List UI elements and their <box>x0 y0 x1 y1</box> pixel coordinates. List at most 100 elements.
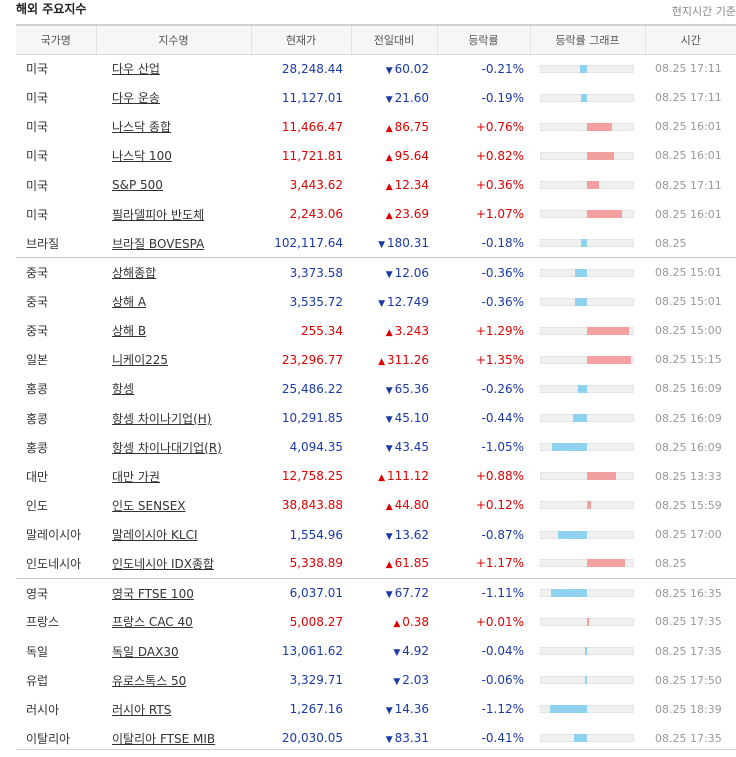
index-name-link[interactable]: 인도네시아 IDX종합 <box>112 556 215 571</box>
index-name-link[interactable]: 나스닥 종합 <box>112 120 172 135</box>
arrow-down-icon: ▼ <box>385 735 393 746</box>
change-cell: ▼ 12.749 <box>351 287 437 316</box>
change-rate-cell: -0.26% <box>481 381 524 396</box>
index-name-link[interactable]: 나스닥 100 <box>112 149 172 164</box>
change-cell: ▼ 21.60 <box>351 83 437 112</box>
index-name-link[interactable]: 유로스톡스 50 <box>112 673 187 688</box>
index-name-cell: 나스닥 100 <box>96 141 251 170</box>
change-cell: ▲ 61.85 <box>351 549 437 578</box>
index-name-link[interactable]: 영국 FTSE 100 <box>112 586 194 601</box>
index-name-link[interactable]: 말레이시아 KLCI <box>112 528 198 543</box>
change-cell: ▼ 13.62 <box>351 520 437 549</box>
index-name-link[interactable]: 상해 B <box>112 324 147 339</box>
price-cell: 38,843.88 <box>281 498 343 513</box>
change-cell: ▼ 83.31 <box>351 724 437 753</box>
table-row: 유럽 유로스톡스 50 3,329.71 ▼ 2.03 -0.06% 08.25 17:50 <box>16 666 736 695</box>
world-indices-table: 국가명 지수명 현재가 전일대비 등락률 등락률 그래프 시간 미국 다우 산업 2… <box>16 24 736 753</box>
price-cell: 5,008.27 <box>289 614 343 629</box>
table-row: 말레이시아 말레이시아 KLCI 1,554.96 ▼ 13.62 -0.87% 08.25… <box>16 520 736 549</box>
index-name-cell: 인도네시아 IDX종합 <box>96 549 251 578</box>
index-name-link[interactable]: 인도 SENSEX <box>112 498 186 513</box>
index-name-link[interactable]: 항셍 <box>112 382 135 397</box>
rate-bar <box>540 589 634 598</box>
index-name-link[interactable]: 상해종합 <box>112 266 157 281</box>
rate-graph-cell <box>530 549 645 578</box>
index-name-link[interactable]: 다우 운송 <box>112 91 160 106</box>
index-name-link[interactable]: 러시아 RTS <box>112 702 172 717</box>
country-cell: 홍콩 <box>26 440 49 455</box>
index-name-cell: 이탈리아 FTSE MIB <box>96 724 251 753</box>
time-cell: 08.25 16:01 <box>655 207 722 221</box>
index-name-link[interactable]: 독일 DAX30 <box>112 644 179 659</box>
table-row: 러시아 러시아 RTS 1,267.16 ▼ 14.36 -1.12% 08.25 18:3… <box>16 695 736 724</box>
index-name-link[interactable]: 항셍 차이나대기업(R) <box>112 440 222 455</box>
table-row: 영국 영국 FTSE 100 6,037.01 ▼ 67.72 -1.11% 08.25 1… <box>16 577 736 608</box>
price-cell: 5,338.89 <box>289 556 343 571</box>
time-cell: 08.25 <box>655 556 687 570</box>
arrow-up-icon: ▲ <box>393 618 401 629</box>
time-cell: 08.25 17:35 <box>655 644 722 658</box>
index-name-link[interactable]: 대만 가권 <box>112 469 160 484</box>
rate-bar <box>540 676 634 685</box>
index-name-link[interactable]: 다우 산업 <box>112 62 160 77</box>
price-cell: 3,535.72 <box>289 294 343 309</box>
index-name-link[interactable]: 상해 A <box>112 295 147 310</box>
rate-graph-cell <box>530 141 645 170</box>
price-cell: 255.34 <box>301 323 343 338</box>
time-cell: 08.25 13:33 <box>655 469 722 483</box>
country-cell: 미국 <box>26 120 49 135</box>
table-row: 미국 나스닥 100 11,721.81 ▲ 95.64 +0.82% 08.25 16:0… <box>16 141 736 170</box>
table-row: 대만 대만 가권 12,758.25 ▲ 111.12 +0.88% 08.25 13:33 <box>16 462 736 491</box>
country-cell: 중국 <box>16 257 96 287</box>
country-cell: 유럽 <box>26 673 49 688</box>
arrow-down-icon: ▼ <box>393 677 401 688</box>
change-value: 2.03 <box>402 673 429 688</box>
change-cell: ▲ 44.80 <box>351 491 437 520</box>
table-row: 중국 상해종합 3,373.58 ▼ 12.06 -0.36% 08.25 15:01 <box>16 257 736 287</box>
table-header-row: 국가명 지수명 현재가 전일대비 등락률 등락률 그래프 시간 <box>16 24 736 55</box>
index-name-link[interactable]: 니케이225 <box>112 353 169 368</box>
index-name-link[interactable]: S&P 500 <box>112 178 163 193</box>
change-value: 13.62 <box>394 527 429 542</box>
rate-graph-cell <box>530 345 645 374</box>
rate-bar-fill <box>585 647 587 656</box>
price-cell: 3,373.58 <box>251 257 351 287</box>
rate-bar <box>540 93 634 102</box>
index-name-link[interactable]: 프랑스 CAC 40 <box>112 615 193 630</box>
change-value: 180.31 <box>387 236 429 251</box>
index-name-link[interactable]: 필라델피아 반도체 <box>112 207 205 222</box>
arrow-down-icon: ▼ <box>385 706 393 717</box>
change-value: 21.60 <box>394 90 429 105</box>
rate-bar <box>540 297 634 306</box>
time-cell: 08.25 16:01 <box>655 149 722 163</box>
index-name-link[interactable]: 이탈리아 FTSE MIB <box>112 731 216 746</box>
rate-bar-fill <box>587 326 629 335</box>
arrow-up-icon: ▲ <box>378 473 385 484</box>
rate-bar <box>540 705 634 714</box>
table-row: 인도네시아 인도네시아 IDX종합 5,338.89 ▲ 61.85 +1.17% 08.2… <box>16 549 736 578</box>
change-rate-cell: -0.44% <box>481 411 524 426</box>
price-cell: 1,554.96 <box>289 527 343 542</box>
rate-bar-fill <box>581 93 587 102</box>
time-cell: 08.25 16:01 <box>655 120 722 134</box>
change-value: 3.243 <box>394 323 429 338</box>
price-cell: 12,758.25 <box>281 469 343 484</box>
index-name-link[interactable]: 브라질 BOVESPA <box>112 236 205 251</box>
rate-graph-cell <box>530 374 645 403</box>
country-cell: 홍콩 <box>26 411 49 426</box>
price-cell: 11,721.81 <box>281 148 343 163</box>
col-header-rate-graph: 등락률 그래프 <box>529 24 645 55</box>
index-name-link[interactable]: 항셍 차이나기업(H) <box>112 411 212 426</box>
country-cell: 러시아 <box>26 702 60 717</box>
rate-graph-cell <box>530 695 645 724</box>
change-cell: ▲ 95.64 <box>351 141 437 170</box>
change-cell: ▼ 180.31 <box>351 229 437 258</box>
change-value: 60.02 <box>394 61 429 76</box>
time-cell: 08.25 <box>655 236 687 250</box>
table-row: 인도 인도 SENSEX 38,843.88 ▲ 44.80 +0.12% 08.25 15… <box>16 491 736 520</box>
change-cell: ▲ 111.12 <box>351 462 437 491</box>
rate-bar <box>540 181 634 190</box>
rate-bar <box>540 443 634 452</box>
price-cell: 20,030.05 <box>281 731 343 746</box>
change-cell: ▲ 0.38 <box>351 607 437 636</box>
